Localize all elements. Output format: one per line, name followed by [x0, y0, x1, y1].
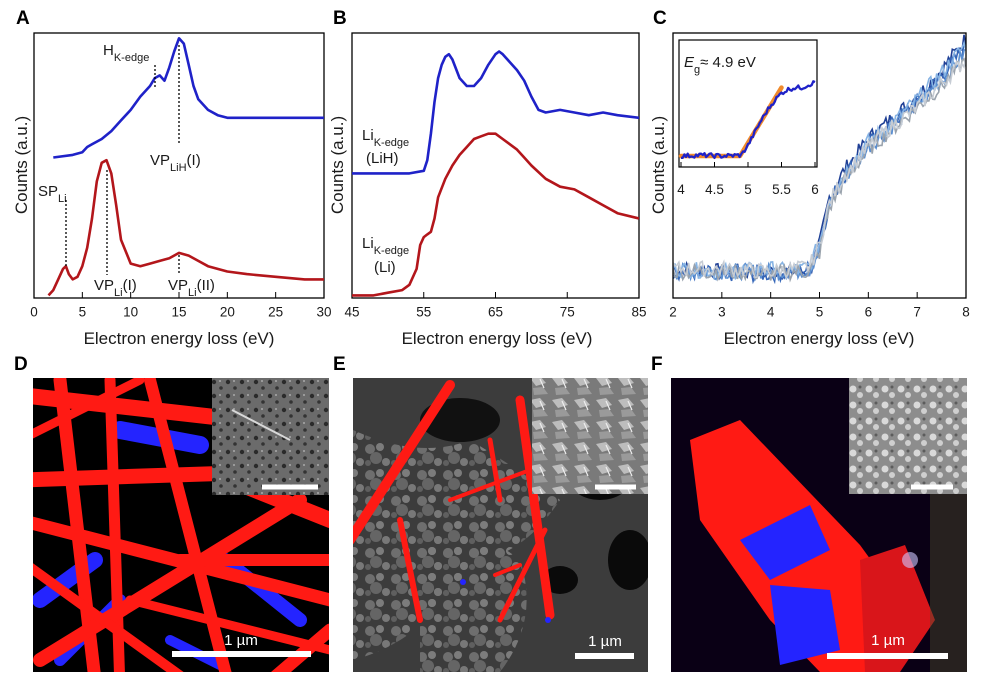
- series-line-b-li: [352, 132, 639, 297]
- y-axis-label-c: Counts (a.u.): [649, 116, 668, 214]
- panel-label-b: B: [333, 8, 347, 29]
- vp-lih-annotation: VPLiH(I): [150, 152, 201, 174]
- eels-map-e: [353, 378, 648, 672]
- series-line-c-5: [673, 57, 966, 283]
- x-b-tick-label: 85: [631, 305, 646, 320]
- li-kedge-lih-annotation: LiK-edge: [362, 127, 409, 149]
- x-b-tick-label: 65: [488, 305, 503, 320]
- li-kedge-li-annotation: LiK-edge: [362, 235, 409, 257]
- y-axis-label-b: Counts (a.u.): [328, 116, 347, 214]
- x-c-tick-label: 5: [816, 305, 824, 320]
- x-a-tick-label: 5: [79, 305, 87, 320]
- inset-tick-label: 5.5: [772, 182, 791, 197]
- x-b-tick-label: 55: [416, 305, 431, 320]
- x-a-tick-label: 15: [171, 305, 186, 320]
- x-b-tick-label: 45: [344, 305, 359, 320]
- series-line-b-lih: [352, 50, 639, 175]
- sem-inset-e: [532, 378, 648, 494]
- x-axis-label-c: Electron energy loss (eV): [724, 329, 915, 348]
- x-ticks-c: 2 3 4 5 6 7 8: [669, 292, 970, 320]
- x-a-tick-label: 30: [316, 305, 331, 320]
- panel-label-e: E: [333, 354, 346, 375]
- x-c-tick-label: 6: [865, 305, 873, 320]
- inset-x-ticks: 4 4.5 5 5.5 6: [677, 162, 819, 197]
- series-lines-c: [673, 34, 966, 285]
- x-ticks-a: 0 5 10 15 20 25 30: [30, 292, 332, 320]
- panel-a: A 0 5 10 15 20 25 30 Electron energy loss (eV)…: [12, 8, 332, 348]
- y-axis-label-a: Counts (a.u.): [12, 116, 31, 214]
- x-a-tick-label: 0: [30, 305, 38, 320]
- x-a-tick-label: 25: [268, 305, 283, 320]
- panel-c: C 2 3 4 5 6 7 8 Electron energy loss (eV) Coun…: [649, 8, 970, 348]
- panel-d: D: [14, 354, 329, 672]
- vp-li-i-annotation: VPLi(I): [94, 277, 137, 299]
- x-axis-label-b: Electron energy loss (eV): [402, 329, 593, 348]
- vp-li-ii-annotation: VPLi(II): [168, 277, 215, 299]
- x-c-tick-label: 8: [962, 305, 970, 320]
- scale-label-e: 1 µm: [588, 633, 622, 650]
- panel-label-f: F: [651, 354, 663, 375]
- li-kedge-li-sublabel: (Li): [374, 259, 396, 276]
- x-ticks-b: 45 55 65 75 85: [344, 292, 647, 320]
- panel-e: E 1 µm: [333, 354, 648, 672]
- li-kedge-lih-sublabel: (LiH): [366, 150, 399, 167]
- x-c-tick-label: 3: [718, 305, 726, 320]
- scale-label-f: 1 µm: [871, 632, 905, 649]
- panel-label-c: C: [653, 8, 667, 29]
- x-a-tick-label: 20: [220, 305, 235, 320]
- scale-label-d: 1 µm: [224, 632, 258, 649]
- panel-b: B 45 55 65 75 85 Electron energy loss (eV) C…: [328, 8, 647, 348]
- bandgap-label: Eg≈ 4.9 eV: [684, 54, 756, 76]
- x-a-tick-label: 10: [123, 305, 138, 320]
- x-c-tick-label: 2: [669, 305, 677, 320]
- x-c-tick-label: 4: [767, 305, 775, 320]
- sem-inset-f: [849, 378, 967, 494]
- inset-tick-label: 4.5: [705, 182, 724, 197]
- inset-tick-label: 5: [744, 182, 752, 197]
- x-axis-label-a: Electron energy loss (eV): [84, 329, 275, 348]
- x-c-tick-label: 7: [913, 305, 921, 320]
- panel-f: F 1 µm: [651, 354, 967, 672]
- sem-inset-d: [212, 378, 329, 495]
- panel-label-d: D: [14, 354, 28, 375]
- h-kedge-annotation: HK-edge: [103, 42, 149, 64]
- inset-tick-label: 6: [811, 182, 819, 197]
- series-line-a-lih: [53, 37, 324, 159]
- inset-data-line: [680, 80, 816, 160]
- inset-bandgap: 4 4.5 5 5.5 6 Eg≈ 4.9 eV: [677, 39, 819, 197]
- panel-label-a: A: [16, 8, 30, 29]
- sp-li-annotation: SPLi: [38, 183, 67, 205]
- x-b-tick-label: 75: [560, 305, 575, 320]
- series-line-a-li: [47, 158, 324, 297]
- series-line-c-6: [673, 57, 966, 280]
- inset-tick-label: 4: [677, 182, 685, 197]
